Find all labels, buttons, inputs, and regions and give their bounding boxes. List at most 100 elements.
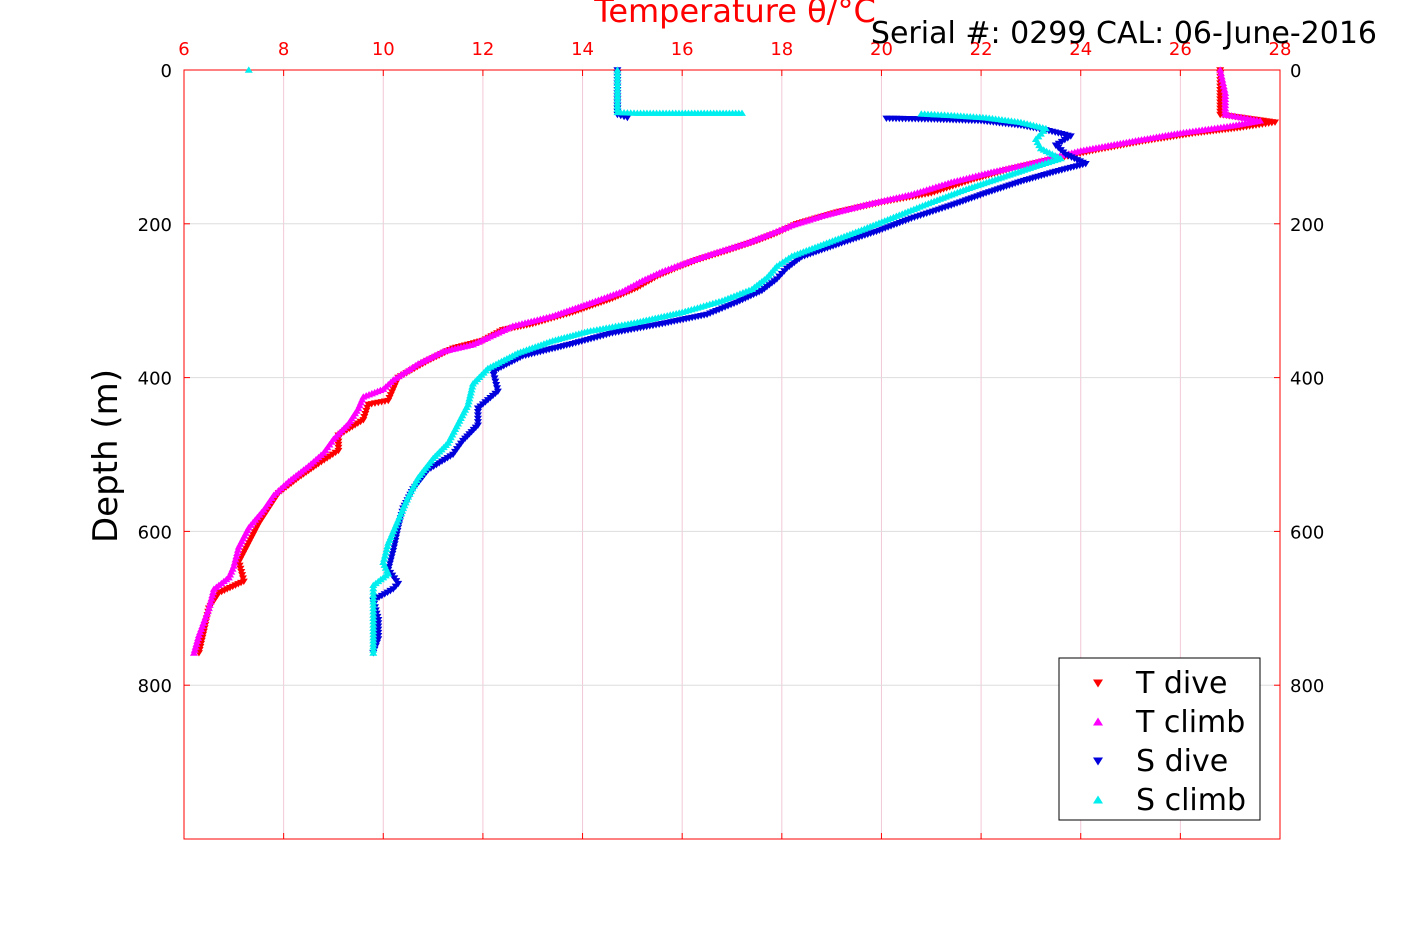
data-point xyxy=(369,591,378,598)
data-point xyxy=(369,607,378,615)
legend-label: T climb xyxy=(1135,705,1245,740)
data-point xyxy=(381,548,390,556)
data-point xyxy=(613,66,622,73)
data-point xyxy=(369,601,378,608)
data-point xyxy=(374,617,383,624)
data-point xyxy=(369,594,378,602)
y-tick-label-right: 0 xyxy=(1290,61,1301,82)
data-point xyxy=(465,394,474,402)
data-point xyxy=(490,375,499,382)
data-point xyxy=(387,554,396,561)
data-point xyxy=(380,555,389,562)
data-point xyxy=(613,89,622,96)
y-tick-label-right: 600 xyxy=(1290,522,1324,543)
data-point xyxy=(231,555,240,563)
data-point xyxy=(369,614,378,621)
series-s-dive xyxy=(369,67,1090,657)
y-tick-label-left: 200 xyxy=(138,215,172,236)
y-tick-label-left: 400 xyxy=(138,369,172,390)
data-point xyxy=(473,415,482,423)
data-point xyxy=(238,572,247,579)
data-point xyxy=(1216,69,1225,77)
data-point xyxy=(492,381,501,389)
data-point xyxy=(388,551,397,558)
chart-subtitle: Serial #: 0299 CAL: 06-June-2016 xyxy=(871,16,1377,51)
data-point xyxy=(613,86,622,93)
data-point xyxy=(473,408,482,416)
data-point xyxy=(613,76,622,83)
y-tick-label-right: 200 xyxy=(1290,215,1324,236)
series-s-climb xyxy=(244,66,1065,656)
x-tick-label: 22 xyxy=(970,39,993,60)
data-point xyxy=(369,581,378,589)
data-point xyxy=(468,383,477,390)
data-point xyxy=(234,543,243,550)
data-point xyxy=(613,95,622,103)
data-point xyxy=(374,633,383,640)
x-tick-label: 12 xyxy=(471,39,494,60)
data-point xyxy=(385,563,394,571)
y-tick-label-left: 0 xyxy=(161,61,172,82)
data-point xyxy=(238,575,247,582)
data-point xyxy=(230,559,239,566)
data-point xyxy=(623,114,632,122)
data-point xyxy=(613,99,622,106)
y-tick-label-right: 400 xyxy=(1290,369,1324,390)
data-point xyxy=(374,623,383,630)
legend-marker xyxy=(1093,795,1103,804)
legend: T dive T climb S dive S climb xyxy=(1058,657,1261,821)
data-point xyxy=(613,72,622,80)
data-point xyxy=(369,584,378,592)
data-point xyxy=(464,397,473,405)
x-tick-label: 28 xyxy=(1269,39,1292,60)
x-tick-label: 16 xyxy=(671,39,694,60)
x-tick-label: 8 xyxy=(278,39,289,60)
data-point xyxy=(374,626,383,634)
data-point xyxy=(192,640,201,647)
x-tick-label: 14 xyxy=(571,39,594,60)
data-point xyxy=(236,565,245,573)
data-point xyxy=(466,392,475,399)
data-point xyxy=(374,629,383,637)
legend-label: S climb xyxy=(1136,783,1246,818)
data-point xyxy=(380,552,389,559)
data-point xyxy=(489,371,498,379)
x-tick-label: 20 xyxy=(870,39,893,60)
data-point xyxy=(194,631,203,639)
data-point xyxy=(207,595,216,602)
y-tick-label-right: 800 xyxy=(1290,676,1324,697)
data-point xyxy=(466,389,475,396)
data-point xyxy=(467,386,476,393)
data-point xyxy=(1216,66,1225,73)
x-tick-label: 10 xyxy=(372,39,395,60)
data-point xyxy=(374,636,383,643)
data-point xyxy=(237,568,246,576)
data-point xyxy=(1219,79,1228,86)
data-point xyxy=(369,598,378,605)
data-point xyxy=(189,649,198,656)
data-point xyxy=(491,378,500,386)
data-marks-layer xyxy=(189,66,1280,657)
data-point xyxy=(385,560,394,568)
legend-marker xyxy=(1093,717,1103,726)
data-point xyxy=(473,419,482,426)
data-point xyxy=(369,611,378,618)
data-point xyxy=(389,547,398,555)
data-point xyxy=(209,588,218,596)
data-point xyxy=(244,66,253,73)
data-point xyxy=(206,598,215,605)
data-point xyxy=(613,92,622,100)
data-point xyxy=(233,549,242,556)
data-point xyxy=(473,405,482,412)
legend-marker xyxy=(1093,757,1103,766)
data-point xyxy=(1219,82,1228,90)
legend-label: T dive xyxy=(1135,666,1227,701)
data-point xyxy=(194,634,203,641)
data-point xyxy=(382,545,391,553)
data-point xyxy=(613,102,622,109)
data-point xyxy=(369,617,378,625)
data-point xyxy=(384,539,393,546)
data-point xyxy=(613,69,622,77)
